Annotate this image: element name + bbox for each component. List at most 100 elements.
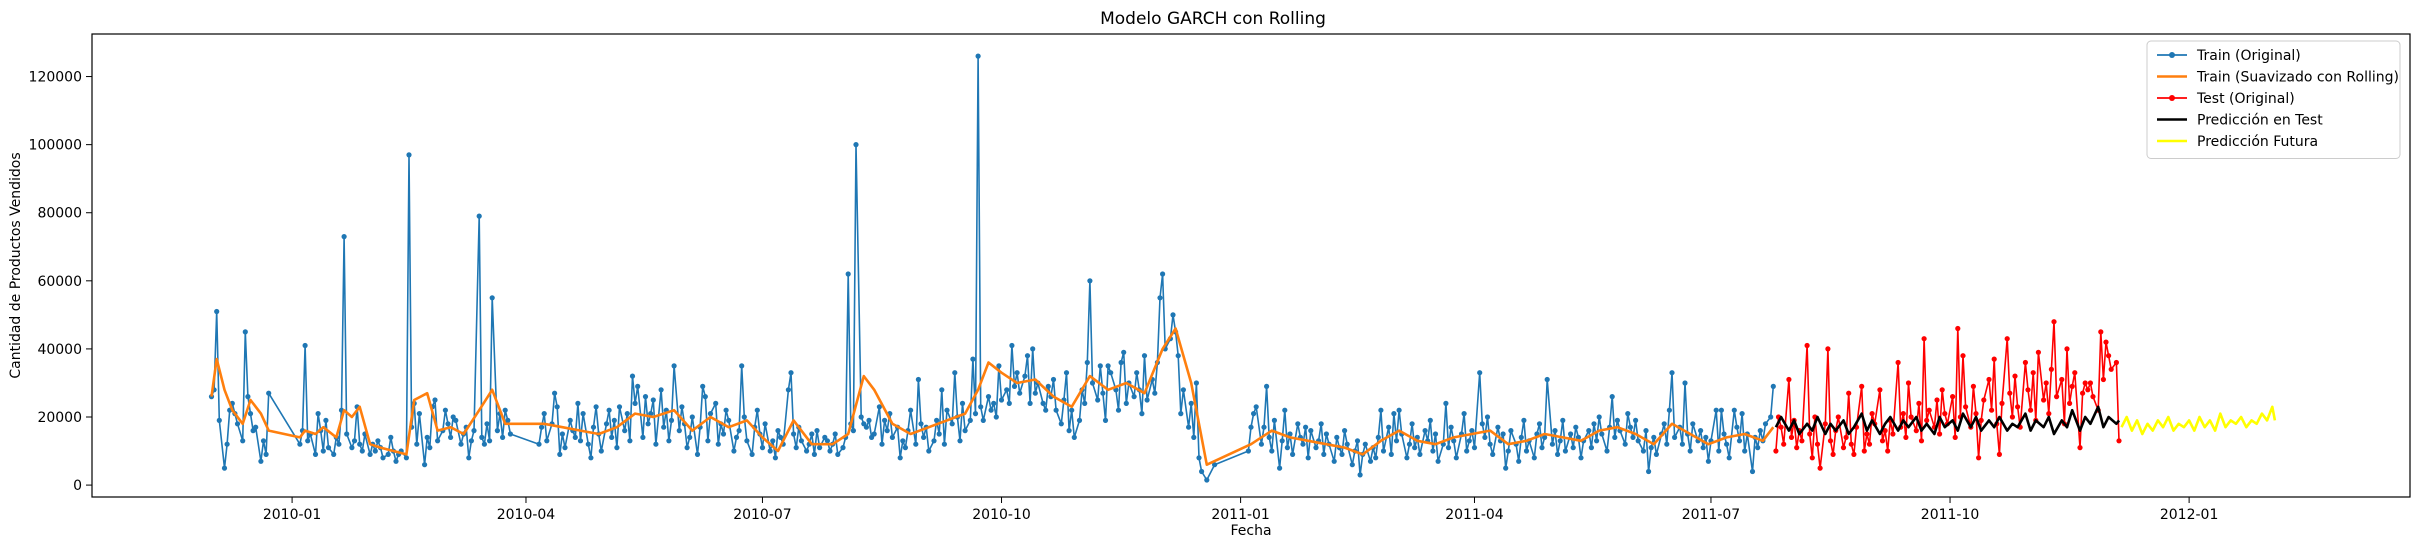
legend-item-train-original: Train (Original) — [2157, 48, 2301, 64]
data-point-train-original — [1367, 458, 1374, 464]
x-tick-label: 2010-10 — [972, 507, 1031, 523]
data-point-train-original — [676, 428, 682, 434]
data-point-train-original — [1555, 451, 1561, 457]
data-point-train-original — [754, 407, 760, 413]
data-point-train-original — [1066, 428, 1072, 434]
data-point-train-original — [1305, 455, 1311, 461]
data-point-train-original — [798, 438, 805, 444]
data-point-train-original — [1542, 434, 1548, 440]
data-point-train-original — [1014, 370, 1020, 376]
data-point-train-original — [380, 455, 386, 461]
data-point-test-original — [2048, 366, 2054, 372]
data-point-train-original — [1690, 421, 1696, 427]
data-point-train-original — [242, 329, 248, 335]
data-point-train-original — [936, 431, 942, 437]
y-axis: 0 20000 40000 60000 80000 100000 120000 — [29, 70, 92, 494]
data-point-train-original — [588, 455, 594, 461]
data-point-train-original — [749, 451, 755, 457]
data-point-test-original — [2041, 397, 2047, 403]
data-point-test-original — [2046, 411, 2052, 417]
data-point-train-original — [385, 451, 391, 457]
data-point-train-original — [1063, 370, 1070, 376]
data-point-test-original — [1973, 411, 1979, 417]
data-point-test-original — [1861, 448, 1867, 454]
data-point-train-original — [1362, 441, 1368, 447]
data-point-train-original — [1258, 441, 1264, 447]
data-point-train-original — [1069, 407, 1075, 413]
data-point-train-original — [1188, 400, 1194, 406]
data-point-train-original — [1479, 421, 1485, 427]
data-point-test-original — [1778, 424, 1784, 430]
data-point-train-original — [687, 434, 693, 440]
data-point-test-original — [2054, 394, 2060, 400]
data-point-train-original — [949, 421, 955, 427]
data-point-train-original — [770, 438, 776, 444]
data-point-test-original — [2004, 336, 2010, 342]
data-point-train-original — [240, 438, 246, 444]
data-point-train-original — [679, 404, 685, 410]
data-point-train-original — [1006, 400, 1012, 406]
data-point-train-original — [791, 431, 797, 437]
data-point-train-original — [539, 424, 545, 430]
legend-label-test-original: Test (Original) — [2196, 91, 2295, 107]
data-point-test-original — [1817, 465, 1823, 471]
data-point-train-original — [1698, 428, 1704, 434]
data-point-train-original — [889, 434, 896, 440]
data-point-train-original — [1308, 428, 1314, 434]
data-point-train-original — [1349, 462, 1355, 468]
data-point-test-original — [1916, 400, 1922, 406]
data-point-train-original — [1588, 445, 1594, 451]
data-point-test-original — [2116, 438, 2122, 444]
data-point-train-original — [650, 397, 656, 403]
data-point-train-original — [458, 441, 464, 447]
data-point-train-original — [1703, 434, 1709, 440]
data-point-train-original — [720, 431, 727, 437]
y-axis-label: Cantidad de Productos Vendidos — [8, 152, 24, 378]
legend-marker-train-original — [2169, 52, 2175, 58]
data-point-train-original — [1084, 359, 1090, 366]
data-point-test-original — [1913, 428, 1919, 434]
data-point-test-original — [1895, 359, 1901, 366]
data-point-train-original — [479, 434, 485, 440]
data-point-test-original — [1786, 376, 1792, 383]
data-point-train-original — [972, 411, 979, 417]
data-point-train-original — [1287, 431, 1293, 437]
data-point-test-original — [1989, 407, 1995, 413]
data-point-train-original — [341, 234, 347, 240]
data-point-train-original — [835, 451, 841, 457]
data-point-train-original — [468, 438, 474, 444]
data-point-train-original — [1375, 434, 1381, 440]
data-point-train-original — [871, 431, 877, 437]
data-point-train-original — [1095, 397, 1101, 403]
data-point-train-original — [557, 451, 563, 457]
data-point-test-original — [2072, 370, 2078, 376]
data-point-train-original — [1721, 431, 1727, 437]
data-point-train-original — [1269, 448, 1275, 454]
data-point-train-original — [577, 438, 584, 444]
data-point-train-original — [759, 445, 766, 451]
data-point-test-original — [1879, 438, 1886, 444]
x-axis: 2010-01 2010-04 2010-07 2010-10 2011-01 2011-… — [263, 497, 2218, 523]
data-point-train-original — [811, 451, 818, 457]
plot-frame — [91, 33, 2411, 498]
series-test-original — [1773, 319, 2122, 471]
data-point-train-original — [666, 438, 672, 444]
data-point-train-original — [824, 438, 831, 444]
data-point-train-original — [934, 417, 940, 423]
data-point-train-original — [315, 411, 321, 417]
data-point-train-original — [1175, 353, 1181, 359]
x-axis-label: Fecha — [1230, 523, 1271, 539]
data-point-train-original — [661, 424, 667, 430]
data-point-train-original — [635, 383, 641, 389]
data-point-train-original — [715, 441, 721, 447]
data-point-train-original — [1342, 428, 1348, 434]
data-point-train-original — [1726, 455, 1732, 461]
data-point-train-original — [1412, 445, 1418, 451]
data-point-train-original — [1253, 404, 1259, 410]
data-point-test-original — [1882, 428, 1888, 434]
data-point-train-original — [980, 417, 986, 423]
data-point-train-original — [788, 370, 794, 376]
data-point-train-original — [694, 451, 701, 457]
data-point-train-original — [1599, 431, 1605, 437]
